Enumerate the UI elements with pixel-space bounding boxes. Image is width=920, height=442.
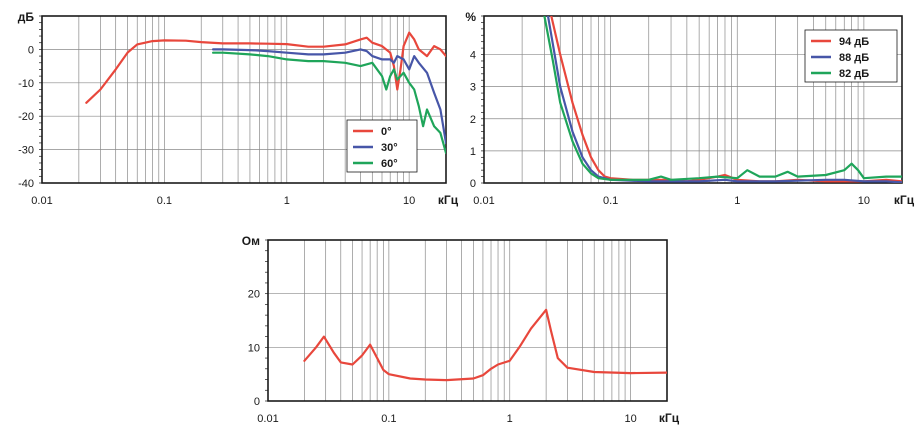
series-line-2 — [546, 16, 902, 183]
legend-label: 94 дБ — [839, 36, 869, 48]
y-tick-label: 0 — [470, 178, 476, 190]
distortion-chart: 0.01 0.1 1 10 кГц 0 1 2 3 4% 94 дБ 88 дБ 82 дБ — [465, 10, 914, 207]
y-axis-unit: дБ — [18, 10, 35, 24]
y-axis-unit: % — [465, 10, 476, 24]
legend-label: 82 дБ — [839, 68, 869, 80]
x-tick-label: 1 — [734, 195, 740, 207]
x-tick-label: 10 — [858, 195, 870, 207]
x-tick-label: 0.1 — [603, 195, 618, 207]
y-tick-label: 0 — [28, 44, 34, 56]
x-tick-label: 0.01 — [257, 413, 278, 425]
y-tick-label: 3 — [470, 82, 476, 94]
frequency-response-chart: 0.01 0.1 1 10 кГц 0 -10 -20 -30 -40 дБ 0° 30° 60° — [18, 10, 459, 207]
legend-label: 0° — [381, 126, 392, 138]
y-tick-label: -10 — [18, 78, 34, 90]
y-tick-label: 1 — [470, 146, 476, 158]
x-tick-label: 1 — [507, 413, 513, 425]
y-tick-label: -20 — [18, 111, 34, 123]
x-tick-label: 10 — [624, 413, 636, 425]
x-axis-unit: кГц — [659, 411, 680, 425]
x-tick-label: 0.1 — [157, 195, 172, 207]
legend-label: 30° — [381, 142, 398, 154]
legend-label: 88 дБ — [839, 52, 869, 64]
x-tick-label: 0.01 — [31, 195, 52, 207]
plot-frame — [267, 239, 668, 402]
y-axis-unit: Ом — [242, 234, 260, 248]
legend: 94 дБ 88 дБ 82 дБ — [804, 29, 898, 83]
y-tick-label: -40 — [18, 178, 34, 190]
x-axis-unit: кГц — [438, 193, 459, 207]
legend-label: 60° — [381, 158, 398, 170]
legend: 0° 30° 60° — [346, 119, 418, 173]
y-tick-label: 0 — [254, 396, 260, 408]
series-line-1 — [303, 308, 667, 382]
series-line-1 — [85, 31, 446, 104]
x-axis-unit: кГц — [894, 193, 915, 207]
y-tick-label: 20 — [248, 289, 260, 301]
x-tick-label: 0.1 — [381, 413, 396, 425]
plot-frame — [483, 15, 903, 184]
x-tick-label: 10 — [403, 195, 415, 207]
x-tick-label: 0.01 — [473, 195, 494, 207]
y-tick-label: 2 — [470, 114, 476, 126]
series-line-2 — [212, 48, 446, 144]
y-tick-label: -30 — [18, 145, 34, 157]
y-tick-label: 4 — [470, 50, 476, 62]
plot-frame — [41, 15, 447, 184]
y-tick-label: 10 — [248, 342, 260, 354]
series-line-3 — [212, 51, 446, 154]
impedance-chart: 0.01 0.1 1 10 кГц 0 10 20 Ом — [242, 234, 680, 425]
series-line-3 — [543, 16, 902, 181]
x-tick-label: 1 — [284, 195, 290, 207]
